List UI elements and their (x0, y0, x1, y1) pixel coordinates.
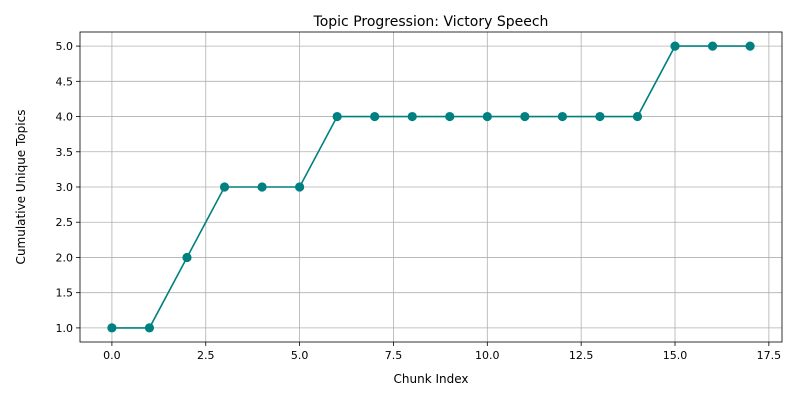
data-point (182, 252, 192, 263)
x-tick-label: 12.5 (569, 349, 594, 362)
x-tick-label: 7.5 (385, 349, 403, 362)
data-point (257, 182, 267, 192)
data-point (707, 41, 718, 51)
data-point (745, 41, 755, 51)
data-point (219, 182, 230, 192)
y-tick-label: 3.5 (56, 146, 74, 159)
x-axis-title: Chunk Index (394, 372, 469, 386)
data-point (407, 111, 417, 122)
series-line (111, 45, 751, 329)
data-point (107, 323, 117, 333)
x-tick-label: 15.0 (663, 349, 688, 362)
data-point (370, 111, 380, 122)
data-point (144, 323, 155, 333)
data-point (332, 111, 342, 122)
data-point (445, 111, 455, 122)
ticks: 0.0 2.5 5.0 7.5 10.0 12.5 15.0 17.5 1.0 1.5 2.0 2.5… (56, 40, 782, 362)
data-point (295, 182, 305, 192)
data-point (670, 41, 680, 51)
x-tick-label: 2.5 (197, 349, 215, 362)
y-tick-label: 4.0 (56, 111, 74, 124)
x-tick-label: 0.0 (103, 349, 121, 362)
y-tick-label: 2.5 (56, 216, 74, 229)
data-point (632, 111, 643, 122)
x-tick-label: 5.0 (291, 349, 309, 362)
y-tick-label: 2.0 (56, 251, 74, 264)
y-tick-label: 1.5 (56, 287, 74, 300)
data-point (557, 111, 567, 122)
series-layer (107, 41, 755, 333)
x-tick-label: 17.5 (757, 349, 782, 362)
y-axis-title: Cumulative Unique Topics (14, 110, 28, 265)
data-point (482, 111, 492, 122)
data-point (595, 111, 605, 122)
chart-title: Topic Progression: Victory Speech (313, 14, 549, 30)
y-tick-label: 5.0 (56, 40, 74, 53)
x-tick-label: 10.0 (475, 349, 500, 362)
grid (80, 32, 782, 342)
y-tick-label: 1.0 (56, 322, 74, 335)
data-point (520, 111, 530, 122)
y-tick-label: 4.5 (56, 75, 74, 88)
y-tick-label: 3.0 (56, 181, 74, 194)
